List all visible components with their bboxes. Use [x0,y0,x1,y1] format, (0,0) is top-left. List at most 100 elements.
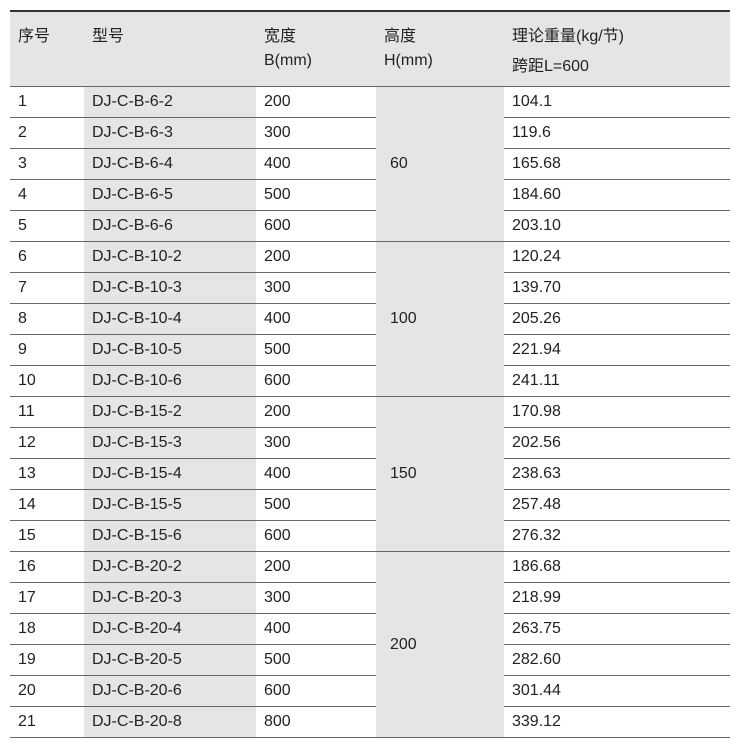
cell-model: DJ-C-B-15-3 [84,428,256,459]
cell-width: 300 [256,428,376,459]
cell-height: 200 [376,552,504,738]
cell-model: DJ-C-B-6-2 [84,87,256,118]
cell-height: 60 [376,87,504,242]
cell-model: DJ-C-B-20-8 [84,707,256,738]
cell-width: 500 [256,490,376,521]
cell-width: 400 [256,614,376,645]
cell-seq: 16 [10,552,84,583]
table-row: 13DJ-C-B-15-4400 238.63 [10,459,730,490]
cell-seq: 5 [10,211,84,242]
cell-seq: 6 [10,242,84,273]
cell-width: 200 [256,552,376,583]
cell-seq: 8 [10,304,84,335]
table-row: 4DJ-C-B-6-5500184.60 [10,180,730,211]
cell-seq: 17 [10,583,84,614]
cell-weight: 339.12 [504,707,730,738]
cell-weight: 203.10 [504,211,730,242]
col-header-seq: 序号 [10,11,84,87]
cell-weight: 120.24 [504,242,730,273]
table-row: 20DJ-C-B-20-6600301.44 [10,676,730,707]
table-body: 1DJ-C-B-6-220060104.12DJ-C-B-6-3300119.6… [10,87,730,738]
cell-model: DJ-C-B-15-6 [84,521,256,552]
table-row: 2DJ-C-B-6-3300119.6 [10,118,730,149]
cell-weight: 205.26 [504,304,730,335]
table-row: 9DJ-C-B-10-5500221.94 [10,335,730,366]
cell-weight: 119.6 [504,118,730,149]
cell-width: 400 [256,304,376,335]
cell-model: DJ-C-B-20-4 [84,614,256,645]
cell-seq: 10 [10,366,84,397]
cell-weight: 241.11 [504,366,730,397]
cell-seq: 21 [10,707,84,738]
table-row: 21DJ-C-B-20-8800339.12 [10,707,730,738]
cell-seq: 1 [10,87,84,118]
cell-height: 150 [376,397,504,552]
cell-width: 200 [256,87,376,118]
cell-model: DJ-C-B-10-5 [84,335,256,366]
cell-weight: 238.63 [504,459,730,490]
cell-weight: 165.68 [504,149,730,180]
cell-weight: 170.98 [504,397,730,428]
cell-model: DJ-C-B-6-5 [84,180,256,211]
cell-model: DJ-C-B-15-4 [84,459,256,490]
cell-weight: 184.60 [504,180,730,211]
cell-weight: 263.75 [504,614,730,645]
table-row: 8DJ-C-B-10-4400 205.26 [10,304,730,335]
table-row: 17DJ-C-B-20-3300218.99 [10,583,730,614]
cell-width: 200 [256,242,376,273]
col-header-model: 型号 [84,11,256,87]
table-row: 15DJ-C-B-15-6600 276.32 [10,521,730,552]
cell-seq: 15 [10,521,84,552]
cell-weight: 202.56 [504,428,730,459]
spec-table: 序号 型号 宽度 B(mm) 高度 H(mm) 理论重量(kg/节) 跨距L=6… [10,10,730,738]
cell-model: DJ-C-B-10-3 [84,273,256,304]
cell-weight: 221.94 [504,335,730,366]
cell-width: 200 [256,397,376,428]
cell-model: DJ-C-B-15-2 [84,397,256,428]
cell-seq: 20 [10,676,84,707]
cell-seq: 4 [10,180,84,211]
cell-model: DJ-C-B-20-2 [84,552,256,583]
table-row: 10DJ-C-B-10-6600241.11 [10,366,730,397]
col-header-weight-line2: 跨距L=600 [512,52,722,76]
cell-weight: 139.70 [504,273,730,304]
table-row: 6DJ-C-B-10-2200100120.24 [10,242,730,273]
table-row: 18DJ-C-B-20-4400263.75 [10,614,730,645]
cell-seq: 13 [10,459,84,490]
cell-weight: 301.44 [504,676,730,707]
cell-height: 100 [376,242,504,397]
cell-model: DJ-C-B-20-5 [84,645,256,676]
table-row: 12DJ-C-B-15-3300 202.56 [10,428,730,459]
cell-width: 500 [256,645,376,676]
table-row: 19DJ-C-B-20-5500 282.60 [10,645,730,676]
cell-weight: 257.48 [504,490,730,521]
cell-model: DJ-C-B-6-6 [84,211,256,242]
col-header-width: 宽度 B(mm) [256,11,376,87]
cell-seq: 19 [10,645,84,676]
col-header-width-line1: 宽度 [264,28,296,45]
cell-seq: 14 [10,490,84,521]
cell-weight: 276.32 [504,521,730,552]
table-row: 11DJ-C-B-15-2200150170.98 [10,397,730,428]
col-header-height-line1: 高度 [384,28,416,45]
table-row: 5DJ-C-B-6-6600203.10 [10,211,730,242]
cell-width: 600 [256,366,376,397]
cell-weight: 282.60 [504,645,730,676]
table-row: 7DJ-C-B-10-3300139.70 [10,273,730,304]
cell-model: DJ-C-B-6-4 [84,149,256,180]
cell-seq: 2 [10,118,84,149]
cell-model: DJ-C-B-10-2 [84,242,256,273]
col-header-height: 高度 H(mm) [376,11,504,87]
cell-width: 300 [256,583,376,614]
cell-width: 300 [256,118,376,149]
cell-seq: 12 [10,428,84,459]
cell-width: 400 [256,459,376,490]
table-row: 14DJ-C-B-15-5500 257.48 [10,490,730,521]
col-header-weight-line1: 理论重量(kg/节) [512,28,624,45]
cell-model: DJ-C-B-10-4 [84,304,256,335]
cell-width: 600 [256,521,376,552]
cell-model: DJ-C-B-15-5 [84,490,256,521]
cell-model: DJ-C-B-20-6 [84,676,256,707]
cell-model: DJ-C-B-20-3 [84,583,256,614]
cell-weight: 104.1 [504,87,730,118]
